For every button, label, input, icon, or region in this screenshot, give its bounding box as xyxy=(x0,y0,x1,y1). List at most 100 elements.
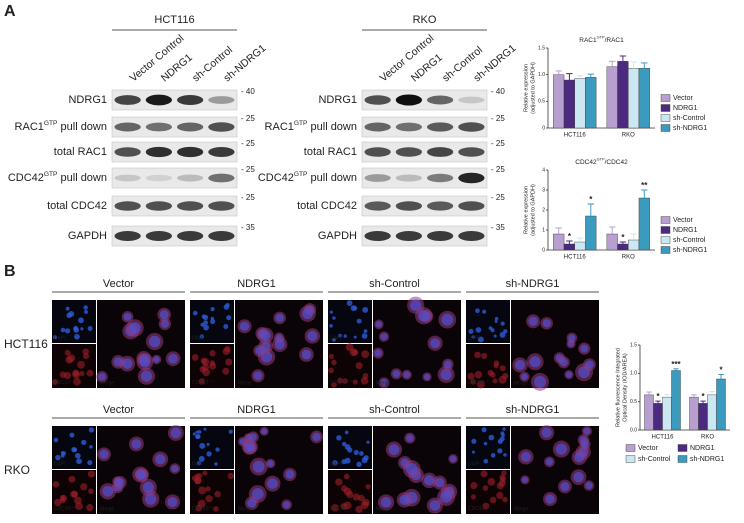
bar xyxy=(689,396,699,431)
cell xyxy=(352,493,360,501)
cell xyxy=(67,354,76,363)
nucleus xyxy=(344,430,349,435)
merge-nucleus xyxy=(260,330,271,341)
y-tick-label: 4 xyxy=(542,167,545,173)
nucleus xyxy=(206,451,212,457)
merge-nucleus xyxy=(267,460,274,467)
cell xyxy=(331,359,337,366)
x-tick-label: RKO xyxy=(701,435,714,441)
cell xyxy=(499,365,506,372)
nucleus xyxy=(226,315,232,321)
row-label: NDRG1 xyxy=(68,94,107,106)
merge-nucleus xyxy=(534,375,546,388)
merge-nucleus xyxy=(444,360,452,369)
nucleus xyxy=(366,440,370,444)
y-axis-label: Relative expression xyxy=(523,186,529,234)
text-part: CDC42 xyxy=(468,506,485,512)
merge-nucleus xyxy=(249,433,257,441)
merge-nucleus xyxy=(380,497,392,508)
bar xyxy=(628,68,640,129)
merge-nucleus xyxy=(542,319,551,328)
mw-marker: - 25 xyxy=(491,193,505,202)
blot-band xyxy=(208,122,235,132)
cell xyxy=(79,370,85,377)
text-part: CDC42 xyxy=(258,172,294,184)
cell xyxy=(474,370,483,379)
column-header: sh-NDRG1 xyxy=(506,278,560,290)
merge-nucleus xyxy=(403,371,411,379)
nucleus xyxy=(223,304,230,310)
blot-strip xyxy=(111,167,238,189)
cell xyxy=(209,350,216,357)
merge-nucleus xyxy=(139,356,151,368)
nucleus xyxy=(471,335,475,339)
cdc42-label: CDC42GTP xyxy=(468,379,491,386)
row-label: total CDC42 xyxy=(47,200,107,212)
text-part: pull down xyxy=(57,121,107,133)
nucleus xyxy=(468,328,474,335)
superscript: GTP xyxy=(484,379,490,383)
cell xyxy=(195,504,203,512)
blot-band xyxy=(177,95,204,105)
nucleus xyxy=(471,438,477,444)
legend-label: sh-Control xyxy=(673,115,706,122)
blot-header: HCT116 xyxy=(154,14,194,26)
significance: * xyxy=(589,195,593,204)
merge-nucleus xyxy=(102,485,114,497)
blot-band xyxy=(145,146,172,158)
text-part: pull down xyxy=(57,172,107,184)
chart-title: CDC42GTP/CDC42 xyxy=(575,157,628,166)
merge-nucleus xyxy=(380,333,388,341)
merge-nucleus xyxy=(247,498,257,508)
merge-nucleus xyxy=(529,356,541,368)
blot-band xyxy=(458,231,485,241)
blot-band xyxy=(395,201,422,211)
merge-nucleus xyxy=(555,443,568,455)
cell xyxy=(502,372,509,380)
blot-band xyxy=(427,201,454,211)
dapi-label: DAPI xyxy=(468,461,480,467)
row-label: total RAC1 xyxy=(304,146,357,158)
nucleus xyxy=(490,328,495,333)
cell xyxy=(199,366,206,373)
text-part: /CDC42 xyxy=(605,159,629,166)
legend-swatch xyxy=(625,455,636,463)
merge-nucleus xyxy=(560,481,570,492)
legend-label: Vector xyxy=(673,217,694,224)
text-part: CDC42 xyxy=(54,380,71,386)
legend-swatch xyxy=(660,236,671,244)
text-part: /RAC1 xyxy=(605,37,625,44)
x-tick-label: HCT116 xyxy=(652,435,675,441)
legend-label: sh-NDRG1 xyxy=(673,125,707,132)
bar xyxy=(553,74,565,129)
bar xyxy=(553,233,565,251)
column-header: NDRG1 xyxy=(237,404,276,416)
cell xyxy=(328,353,335,360)
merge-nucleus xyxy=(155,454,166,465)
cell xyxy=(361,350,370,359)
blot-band xyxy=(145,122,172,132)
blot-band xyxy=(114,95,141,105)
cell xyxy=(86,369,94,377)
bar xyxy=(563,79,575,129)
bar xyxy=(662,396,672,431)
merge-nucleus xyxy=(159,310,169,320)
x-tick-label: RKO xyxy=(622,133,635,139)
blot-strip xyxy=(111,141,238,163)
cdc42-label: CDC42GTP xyxy=(192,379,215,386)
nucleus xyxy=(65,306,70,311)
nucleus xyxy=(198,455,205,462)
cell xyxy=(362,373,369,379)
superscript: GTP xyxy=(484,505,490,509)
nucleus xyxy=(73,327,79,333)
row-label: RKO xyxy=(4,463,30,477)
merge-label: Merge xyxy=(376,380,390,386)
superscript: GTP xyxy=(70,505,76,509)
nucleus xyxy=(497,438,503,445)
y-tick-label: 1.5 xyxy=(538,45,545,51)
blot-band xyxy=(208,147,235,157)
nucleus xyxy=(203,324,209,331)
cell xyxy=(352,379,358,385)
merge-nucleus xyxy=(434,477,445,488)
